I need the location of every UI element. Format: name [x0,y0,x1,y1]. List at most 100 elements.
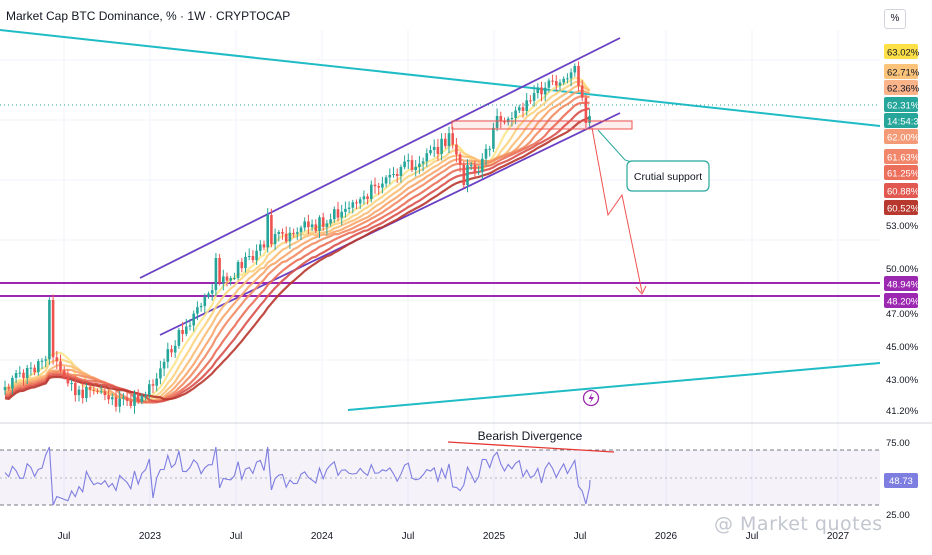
candle-body [244,257,247,269]
candle-body [296,232,299,234]
candle-body [340,211,343,218]
candle-body [270,215,273,245]
support-label: Crutial support [634,171,702,183]
price-label: 62.36% [887,84,920,95]
candle-body [429,150,432,154]
candle-body [344,208,347,212]
price-tick: 45.00% [886,342,919,353]
candle-body [562,78,565,83]
candle-body [255,250,258,261]
candle-body [488,148,491,150]
candle-body [403,161,406,168]
candle-body [40,360,44,362]
resistance-trendline [0,29,881,127]
candle-body [543,87,547,95]
projection-arrowhead [635,285,647,295]
price-label-bg [884,200,918,215]
rsi-line [4,446,591,506]
candle-body [222,276,225,283]
lightning-bolt [588,392,594,404]
time-tick: 2027 [827,531,850,542]
candle-body [462,164,466,185]
candle-body [140,395,144,402]
rsi-tick: 25.00 [886,510,910,521]
candle-body [351,202,355,208]
candle-body [532,93,536,101]
candle-body [159,368,162,379]
candle-body [414,166,417,170]
candle-body [118,398,121,407]
candle-body [225,276,229,281]
candle-body [29,367,33,369]
time-tick: Jul [402,531,415,542]
candle-body [148,384,151,395]
candle-body [284,233,288,242]
candle-body [432,146,436,150]
price-label: 48.20% [887,297,920,308]
candle-body [440,138,443,154]
price-label-bg [884,293,918,308]
candle-body [273,234,277,245]
candle-body [77,389,81,396]
rsi-label-bg [884,473,918,488]
support-zone [451,120,633,130]
candle-body [185,326,188,334]
candle-body [588,116,591,123]
divergence-line [447,441,615,453]
annotations: Crutial support [451,120,710,407]
price-label-bg [884,276,918,291]
candle-body [62,370,66,378]
candle-body [292,232,295,234]
candle-body [59,361,62,371]
candle-body [506,118,510,123]
candle-body [51,300,55,358]
candle-body [14,373,18,378]
price-label: 62.31% [887,101,920,112]
price-label-bg [884,97,918,112]
price-label-bg [884,64,918,79]
ma-line [4,89,590,403]
price-tick: 50.00% [886,264,919,275]
candle-body [307,221,310,228]
candle-body [336,209,340,218]
candle-body [173,345,177,353]
candle-body [536,87,540,93]
candle-body [392,174,395,175]
candle-body [236,262,240,278]
price-label-bg [884,113,918,128]
candle-body [170,349,173,353]
candle-body [421,161,425,164]
percent-scale-button[interactable]: % [884,9,906,29]
candle-body [362,196,366,200]
candle-body [266,215,269,248]
candle-body [96,390,99,392]
price-label-bg [884,149,918,164]
candle-body [210,290,214,294]
candle-body [347,207,351,209]
candle-body [188,325,192,327]
candle-body [44,359,47,361]
candle-body [495,116,499,128]
candle-body [580,85,584,98]
candle-body [525,100,528,111]
candle-body [473,165,477,173]
candle-body [203,296,207,307]
candle-body [251,256,255,261]
candle-body [122,397,125,399]
chart-title: Market Cap BTC Dominance, % · 1W · CRYPT… [6,9,291,23]
candle-body [381,183,384,188]
candle-body [133,393,136,406]
candle-body [247,256,251,257]
candle-body [155,378,158,386]
candle-body [566,78,569,80]
candle-body [7,387,10,389]
candle-body [558,82,562,86]
price-label: 60.52% [887,204,920,215]
time-tick: Jul [574,531,587,542]
callout-pointer [597,129,639,165]
price-label: 60.88% [887,187,920,198]
candle-body [18,372,22,374]
candle-body [366,196,369,200]
time-tick: 2026 [655,531,678,542]
